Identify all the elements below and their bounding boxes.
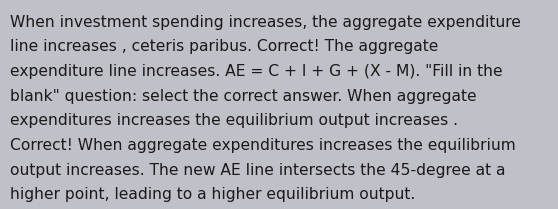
Text: Correct! When aggregate expenditures increases the equilibrium: Correct! When aggregate expenditures inc… [10, 138, 516, 153]
Text: output increases. The new AE line intersects the 45-degree at a: output increases. The new AE line inters… [10, 163, 506, 178]
Text: line increases , ceteris paribus. Correct! The aggregate: line increases , ceteris paribus. Correc… [10, 39, 439, 54]
Text: higher point, leading to a higher equilibrium output.: higher point, leading to a higher equili… [10, 187, 415, 202]
Text: When investment spending increases, the aggregate expenditure: When investment spending increases, the … [10, 15, 521, 30]
Text: blank" question: select the correct answer. When aggregate: blank" question: select the correct answ… [10, 89, 477, 104]
Text: expenditure line increases. AE = C + I + G + (X - M). "Fill in the: expenditure line increases. AE = C + I +… [10, 64, 503, 79]
Text: expenditures increases the equilibrium output increases .: expenditures increases the equilibrium o… [10, 113, 458, 128]
